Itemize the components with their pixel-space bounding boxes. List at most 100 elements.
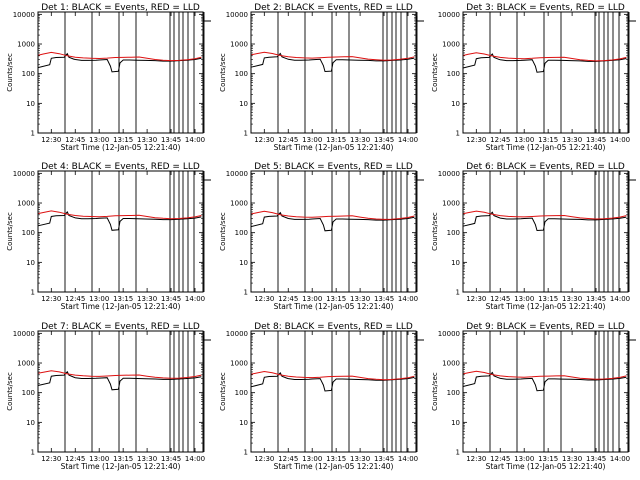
y-tick-label: 1 — [244, 289, 248, 297]
y-tick-label: 1 — [31, 449, 35, 457]
plot-frame — [462, 11, 629, 134]
lld-series-line — [250, 51, 415, 61]
y-tick-label: 1000 — [442, 360, 460, 368]
events-series-line — [462, 371, 627, 392]
x-tick-label: 12:45 — [278, 295, 298, 303]
events-series-line — [37, 210, 202, 231]
x-tick-label: 14:00 — [398, 455, 418, 463]
x-tick-label: 13:45 — [161, 295, 181, 303]
x-axis-label: Start Time (12-Jan-05 12:21:40) — [486, 143, 606, 152]
step-marker — [203, 335, 211, 341]
y-tick-label: 10 — [451, 419, 460, 427]
chart-title: Det 3: BLACK = Events, RED = LLD — [466, 3, 625, 13]
x-tick-label: 14:00 — [398, 136, 418, 144]
step-marker — [628, 16, 636, 22]
x-tick-label: 12:30 — [254, 295, 274, 303]
chart-title: Det 4: BLACK = Events, RED = LLD — [41, 162, 200, 172]
x-tick-label: 14:00 — [610, 136, 630, 144]
y-tick-label: 1000 — [230, 360, 248, 368]
x-tick-label: 13:15 — [538, 136, 558, 144]
events-series-line — [37, 52, 202, 73]
x-tick-label: 13:30 — [137, 455, 157, 463]
x-tick-label: 13:45 — [374, 295, 394, 303]
y-tick-label: 100 — [22, 229, 35, 237]
y-tick-label: 100 — [447, 389, 460, 397]
y-tick-label: 1000 — [442, 41, 460, 49]
y-axis-label: Counts/sec — [219, 212, 227, 251]
x-tick-label: 13:15 — [113, 136, 133, 144]
y-tick-label: 1 — [456, 289, 460, 297]
y-tick-label: 1000 — [230, 41, 248, 49]
x-tick-label: 13:30 — [562, 136, 582, 144]
x-tick-label: 13:45 — [161, 136, 181, 144]
x-tick-label: 14:00 — [610, 455, 630, 463]
x-tick-label: 13:15 — [326, 295, 346, 303]
y-tick-label: 10 — [451, 100, 460, 108]
y-tick-label: 1 — [244, 449, 248, 457]
x-tick-label: 13:00 — [514, 136, 534, 144]
step-marker — [203, 175, 211, 181]
chart-title: Det 5: BLACK = Events, RED = LLD — [254, 162, 413, 172]
y-tick-label: 1000 — [17, 200, 35, 208]
x-tick-label: 12:30 — [41, 455, 61, 463]
y-tick-label: 1000 — [17, 360, 35, 368]
x-tick-label: 13:30 — [350, 136, 370, 144]
x-axis-label: Start Time (12-Jan-05 12:21:40) — [486, 302, 606, 311]
y-tick-label: 10 — [26, 259, 35, 267]
y-tick-label: 100 — [447, 229, 460, 237]
lld-series-line — [37, 210, 202, 220]
chart-panel-8: Det 8: BLACK = Events, RED = LLD 1 10 100 10… — [219, 322, 424, 471]
x-axis-label: Start Time (12-Jan-05 12:21:40) — [61, 143, 181, 152]
x-tick-label: 13:00 — [89, 136, 109, 144]
x-tick-label: 12:30 — [254, 455, 274, 463]
x-tick-label: 13:15 — [326, 136, 346, 144]
y-tick-label: 10000 — [438, 11, 460, 19]
y-tick-label: 10000 — [226, 330, 248, 338]
y-tick-label: 10 — [451, 259, 460, 267]
x-axis-label: Start Time (12-Jan-05 12:21:40) — [61, 462, 181, 471]
x-axis-label: Start Time (12-Jan-05 12:21:40) — [274, 143, 394, 152]
x-tick-label: 12:45 — [278, 136, 298, 144]
y-tick-label: 1 — [31, 130, 35, 138]
x-tick-label: 13:30 — [562, 295, 582, 303]
x-tick-label: 13:00 — [89, 455, 109, 463]
step-marker — [203, 16, 211, 22]
x-tick-label: 13:00 — [302, 136, 322, 144]
step-marker — [416, 175, 424, 181]
x-tick-label: 13:15 — [538, 295, 558, 303]
y-tick-label: 10 — [239, 100, 248, 108]
lld-series-line — [250, 370, 415, 381]
events-series-line — [462, 211, 627, 232]
y-tick-label: 100 — [235, 229, 248, 237]
x-axis-label: Start Time (12-Jan-05 12:21:40) — [486, 462, 606, 471]
x-tick-label: 12:30 — [466, 455, 486, 463]
y-axis-label: Counts/sec — [6, 212, 14, 251]
x-tick-label: 14:00 — [185, 136, 205, 144]
y-tick-label: 1 — [31, 289, 35, 297]
y-axis-label: Counts/sec — [431, 53, 439, 92]
x-tick-label: 13:00 — [302, 295, 322, 303]
chart-title: Det 1: BLACK = Events, RED = LLD — [41, 3, 200, 13]
y-tick-label: 10000 — [13, 330, 35, 338]
chart-panel-1: Det 1: BLACK = Events, RED = LLD 1 10 100 10… — [6, 3, 211, 152]
y-axis-label: Counts/sec — [219, 372, 227, 411]
x-tick-label: 12:45 — [65, 295, 85, 303]
chart-panel-9: Det 9: BLACK = Events, RED = LLD 1 10 100 10… — [431, 322, 636, 471]
x-tick-label: 13:45 — [374, 136, 394, 144]
plot-frame — [250, 330, 417, 453]
events-series-line — [250, 211, 415, 232]
x-tick-label: 14:00 — [185, 295, 205, 303]
lld-series-line — [37, 370, 202, 379]
y-tick-label: 10 — [26, 419, 35, 427]
chart-title: Det 8: BLACK = Events, RED = LLD — [254, 322, 413, 332]
y-tick-label: 100 — [235, 70, 248, 78]
lld-series-line — [462, 210, 627, 220]
step-marker — [628, 175, 636, 181]
x-tick-label: 13:15 — [326, 455, 346, 463]
x-tick-label: 13:30 — [137, 136, 157, 144]
x-tick-label: 13:15 — [113, 455, 133, 463]
y-tick-label: 10000 — [438, 170, 460, 178]
y-tick-label: 10000 — [13, 11, 35, 19]
x-tick-label: 13:00 — [302, 455, 322, 463]
chart-panel-7: Det 7: BLACK = Events, RED = LLD 1 10 100 10… — [6, 322, 211, 471]
